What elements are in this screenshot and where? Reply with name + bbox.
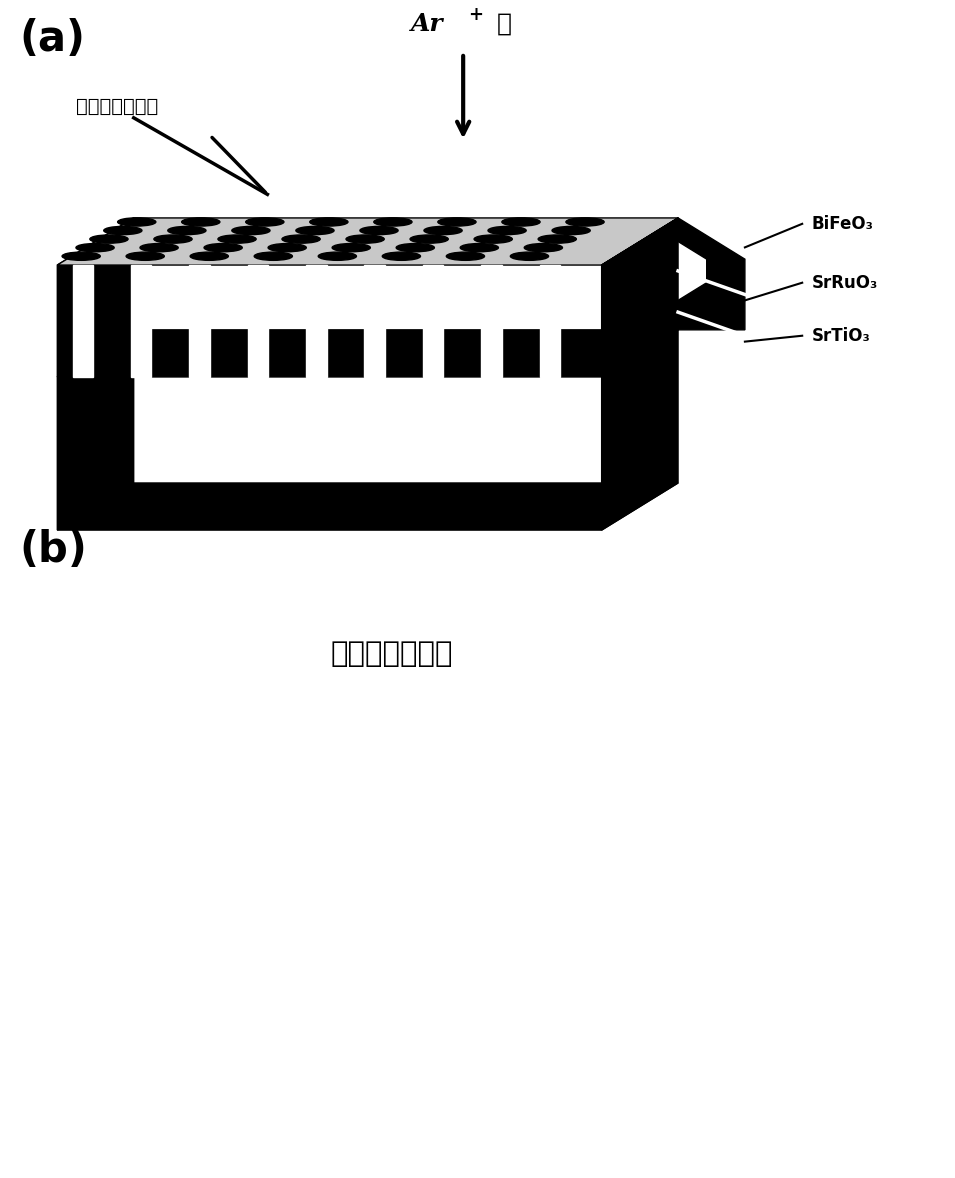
- Ellipse shape: [309, 218, 348, 226]
- Ellipse shape: [360, 226, 398, 234]
- Text: 阳极氧化铝模板: 阳极氧化铝模板: [76, 97, 159, 115]
- Ellipse shape: [296, 226, 334, 234]
- Ellipse shape: [218, 234, 256, 243]
- Text: BiFeO₃: BiFeO₃: [812, 214, 874, 233]
- Text: (b): (b): [19, 529, 87, 571]
- Ellipse shape: [254, 252, 292, 260]
- Polygon shape: [189, 265, 210, 377]
- Polygon shape: [540, 265, 560, 377]
- Ellipse shape: [424, 226, 462, 234]
- Polygon shape: [57, 483, 678, 530]
- Ellipse shape: [245, 218, 284, 226]
- Polygon shape: [602, 218, 745, 330]
- Ellipse shape: [318, 252, 356, 260]
- Ellipse shape: [62, 252, 100, 260]
- Ellipse shape: [154, 234, 192, 243]
- Text: 束: 束: [497, 12, 512, 35]
- Polygon shape: [307, 265, 327, 377]
- Ellipse shape: [502, 218, 541, 226]
- Text: (a): (a): [19, 18, 85, 60]
- Ellipse shape: [460, 244, 499, 252]
- Polygon shape: [57, 330, 134, 530]
- Text: 200 nm: 200 nm: [110, 1059, 197, 1079]
- Ellipse shape: [104, 226, 142, 234]
- Ellipse shape: [140, 244, 179, 252]
- Ellipse shape: [117, 218, 156, 226]
- Ellipse shape: [126, 252, 164, 260]
- Ellipse shape: [76, 244, 115, 252]
- Polygon shape: [247, 265, 268, 377]
- Polygon shape: [481, 265, 501, 377]
- Ellipse shape: [396, 244, 435, 252]
- Ellipse shape: [268, 244, 307, 252]
- Ellipse shape: [437, 218, 476, 226]
- Text: Ar: Ar: [411, 12, 443, 35]
- Ellipse shape: [346, 234, 384, 243]
- Ellipse shape: [488, 226, 526, 234]
- Polygon shape: [602, 330, 678, 530]
- Ellipse shape: [232, 226, 270, 234]
- Ellipse shape: [168, 226, 206, 234]
- Polygon shape: [73, 265, 94, 377]
- Ellipse shape: [410, 234, 448, 243]
- Text: +: +: [468, 6, 483, 24]
- Ellipse shape: [90, 234, 128, 243]
- Ellipse shape: [190, 252, 228, 260]
- Ellipse shape: [204, 244, 243, 252]
- Ellipse shape: [332, 244, 371, 252]
- Polygon shape: [131, 265, 152, 377]
- Text: SrTiO₃: SrTiO₃: [812, 326, 871, 345]
- Ellipse shape: [382, 252, 420, 260]
- Ellipse shape: [510, 252, 548, 260]
- Polygon shape: [57, 330, 678, 377]
- Ellipse shape: [552, 226, 590, 234]
- Polygon shape: [423, 265, 443, 377]
- FancyBboxPatch shape: [165, 610, 619, 699]
- Polygon shape: [57, 218, 134, 377]
- Text: SrRuO₃: SrRuO₃: [812, 273, 878, 292]
- Ellipse shape: [373, 218, 412, 226]
- Ellipse shape: [181, 218, 220, 226]
- Ellipse shape: [446, 252, 484, 260]
- Ellipse shape: [474, 234, 512, 243]
- Ellipse shape: [282, 234, 320, 243]
- Ellipse shape: [524, 244, 562, 252]
- Polygon shape: [365, 265, 385, 377]
- Polygon shape: [57, 218, 678, 265]
- Ellipse shape: [566, 218, 605, 226]
- Text: 扫描电子显微镜: 扫描电子显微镜: [330, 641, 454, 668]
- Polygon shape: [602, 218, 678, 377]
- Ellipse shape: [539, 234, 577, 243]
